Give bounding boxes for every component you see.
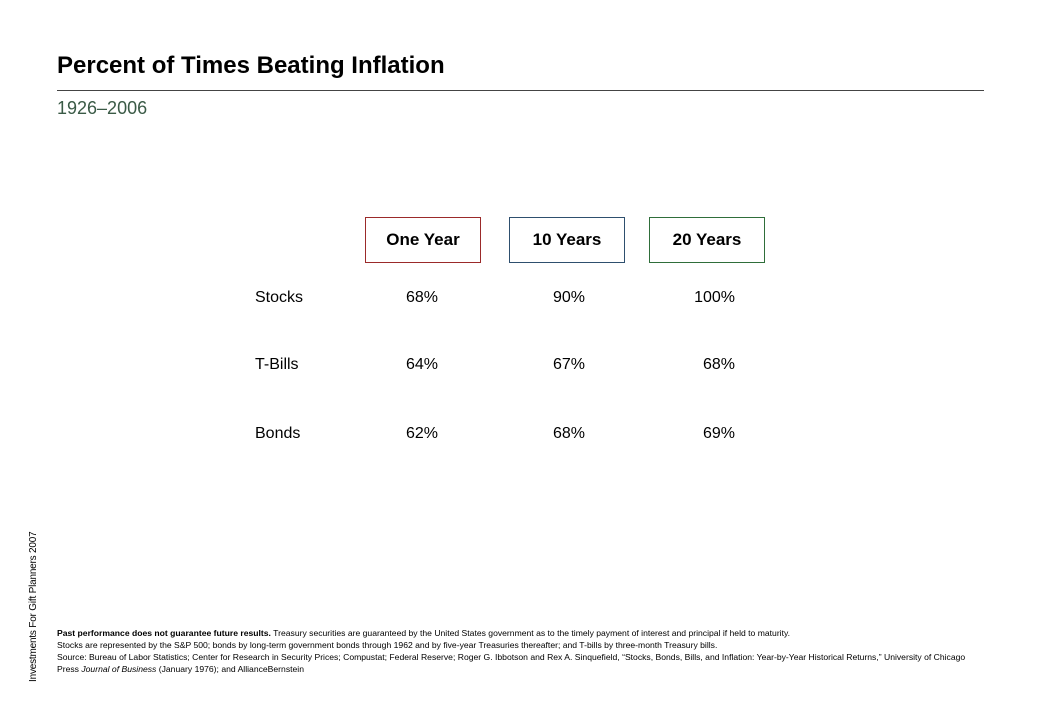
footnote-line-1: Past performance does not guarantee futu… — [57, 627, 982, 639]
cell-stocks-10-years: 90% — [552, 289, 585, 306]
footnote-source-end: (January 1976); and AllianceBernstein — [156, 664, 304, 674]
footnote-treasury-note: Treasury securities are guaranteed by th… — [270, 628, 791, 638]
footnote-source-text: Source: Bureau of Labor Statistics; Cent… — [57, 652, 966, 674]
footnote-source: Source: Bureau of Labor Statistics; Cent… — [57, 651, 982, 675]
cell-t-bills-10-years: 67% — [552, 356, 585, 373]
footnote: Past performance does not guarantee futu… — [57, 627, 982, 675]
row-label-stocks: Stocks — [255, 289, 304, 306]
footnote-line-2: Stocks are represented by the S&P 500; b… — [57, 640, 718, 650]
cell-t-bills-one-year: 64% — [405, 356, 438, 373]
cell-stocks-one-year: 68% — [405, 289, 438, 306]
cell-stocks-20-years: 100% — [694, 289, 735, 306]
cell-t-bills-20-years: 68% — [702, 356, 735, 373]
page-title: Percent of Times Beating Inflation — [57, 52, 445, 79]
column-header-10-years: 10 Years — [509, 217, 625, 263]
row-label-t-bills: T-Bills — [255, 356, 299, 373]
page-subtitle: 1926–2006 — [57, 98, 148, 118]
cell-bonds-10-years: 68% — [552, 425, 585, 442]
side-label: Investments For Gift Planners 2007 — [28, 531, 39, 683]
footnote-disclaimer: Past performance does not guarantee futu… — [57, 628, 271, 638]
cell-bonds-one-year: 62% — [405, 425, 438, 442]
column-header-20-years: 20 Years — [649, 217, 765, 263]
title-divider — [57, 90, 984, 91]
footnote-journal-title: Journal of Business — [81, 664, 157, 674]
column-header-one-year: One Year — [365, 217, 481, 263]
cell-bonds-20-years: 69% — [702, 425, 735, 442]
row-label-bonds: Bonds — [255, 425, 301, 442]
